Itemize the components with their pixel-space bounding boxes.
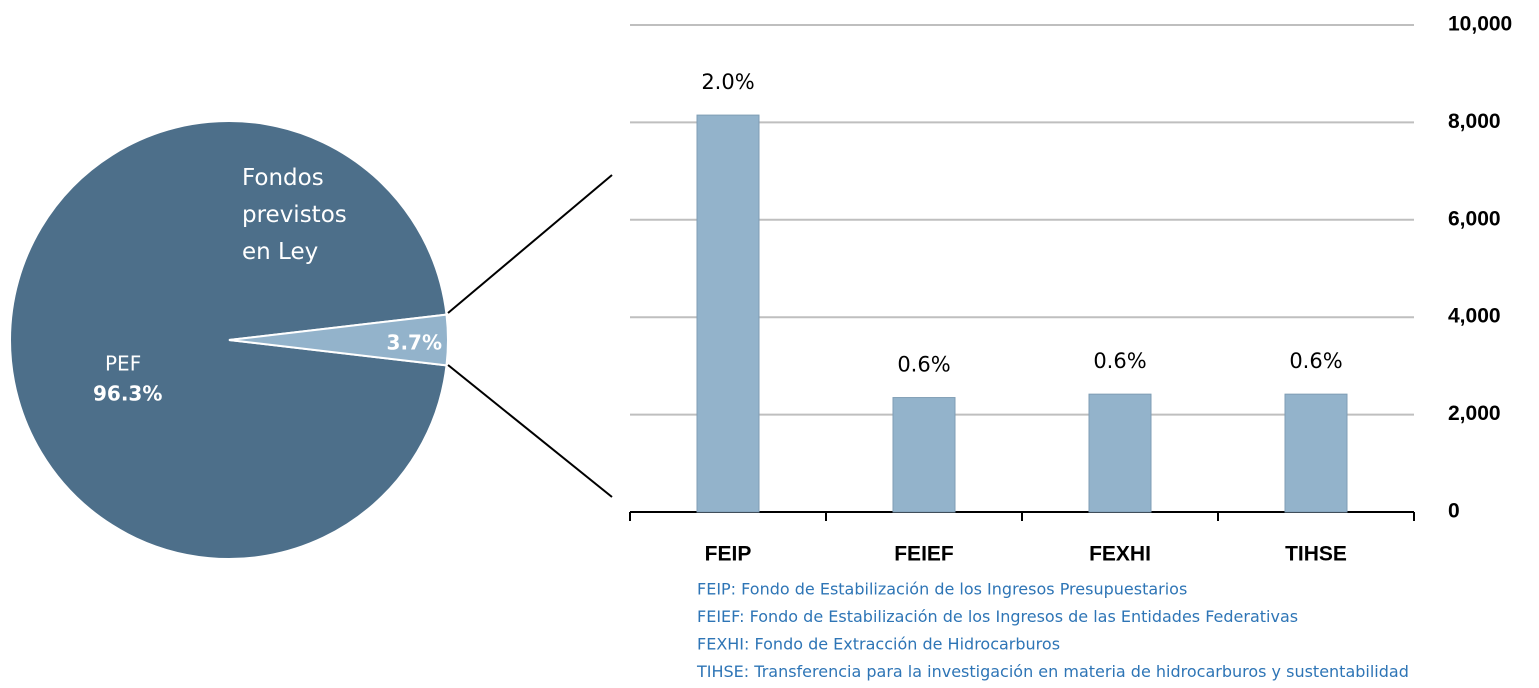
slice-value-label: 96.3% xyxy=(93,382,162,406)
bar-annotation: 0.6% xyxy=(1093,349,1146,373)
y-tick-label: 10,000 xyxy=(1448,13,1512,36)
x-tick-label: FEXHI xyxy=(1089,543,1151,566)
bar-annotation: 2.0% xyxy=(701,70,754,94)
footnote: FEXHI: Fondo de Extracción de Hidrocarbu… xyxy=(697,635,1060,654)
slice-label: Fondos previstos en Ley xyxy=(242,165,347,265)
pie-slice xyxy=(9,120,448,560)
y-tick-label: 6,000 xyxy=(1448,207,1501,230)
connector xyxy=(447,364,613,498)
y-tick-label: 8,000 xyxy=(1448,110,1501,133)
bar-annotation: 0.6% xyxy=(1289,349,1342,373)
bar xyxy=(1088,393,1152,513)
bar xyxy=(892,397,956,513)
slice-value-label: 3.7% xyxy=(387,331,442,355)
bar xyxy=(696,114,760,513)
x-tick-label: TIHSE xyxy=(1285,543,1347,566)
y-tick-label: 2,000 xyxy=(1448,402,1501,425)
slice-label: PEF xyxy=(105,352,141,376)
y-tick-label: 4,000 xyxy=(1448,305,1501,328)
bar xyxy=(1284,393,1348,513)
bar-annotation: 0.6% xyxy=(897,353,950,377)
connector xyxy=(447,174,613,314)
x-tick-label: FEIEF xyxy=(894,543,954,566)
y-tick-label: 0 xyxy=(1448,500,1460,523)
footnote: FEIP: Fondo de Estabilización de los Ing… xyxy=(697,580,1187,599)
pie-slice xyxy=(228,313,449,367)
footnote: FEIEF: Fondo de Estabilización de los In… xyxy=(697,607,1298,626)
x-tick-label: FEIP xyxy=(705,543,752,566)
footnote: TIHSE: Transferencia para la investigaci… xyxy=(696,662,1409,681)
